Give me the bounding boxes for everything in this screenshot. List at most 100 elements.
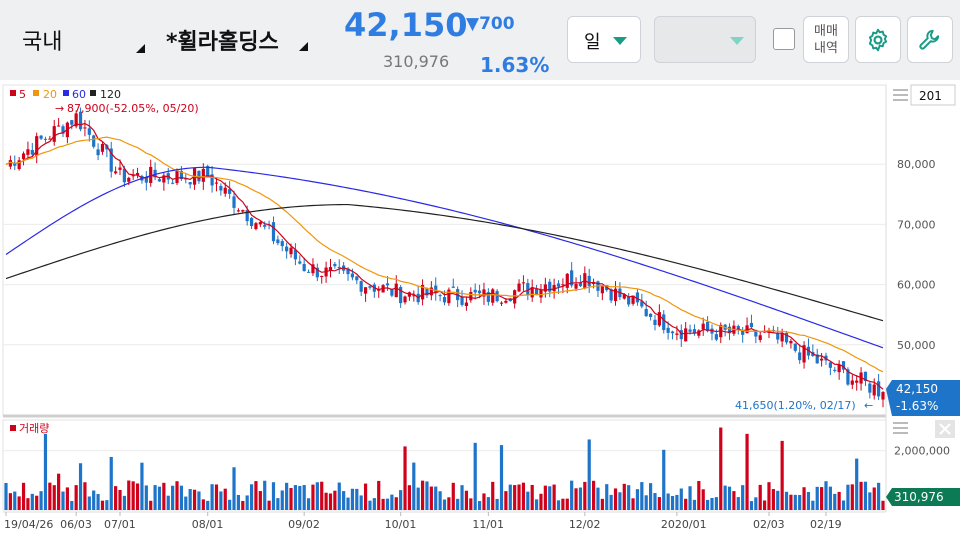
volume-bar xyxy=(508,484,512,510)
volume-bar xyxy=(846,484,850,510)
trade-history-label-1: 매매 xyxy=(814,24,838,39)
x-tick-label: 07/01 xyxy=(104,518,136,531)
volume-bar xyxy=(78,463,83,510)
candle-body xyxy=(293,249,298,260)
settings-button[interactable] xyxy=(855,16,901,63)
volume-bar xyxy=(416,487,420,510)
candle-body xyxy=(157,179,162,182)
volume-bar xyxy=(578,487,583,510)
candle-body xyxy=(105,145,109,150)
volume-bar xyxy=(583,481,587,510)
volume-bar xyxy=(776,490,780,510)
stock-chart-svg[interactable]: 19/04/26 06/03 07/01 08/01 09/02 10/01 11/01 12… xyxy=(0,80,960,540)
candle-body xyxy=(219,185,223,191)
stock-dropdown-icon[interactable] xyxy=(299,42,308,51)
volume-bar xyxy=(377,480,381,510)
volume-bar xyxy=(57,473,61,510)
volume-bar xyxy=(394,497,398,510)
chevron-down-icon xyxy=(730,37,744,45)
volume-bar xyxy=(399,490,403,510)
candle-body xyxy=(337,266,341,269)
price-menu-icon[interactable] xyxy=(893,89,908,101)
volume-bar xyxy=(236,494,241,510)
volume-bar xyxy=(613,488,618,510)
candle-body xyxy=(526,283,530,295)
candle-body xyxy=(504,300,508,303)
volume-bar xyxy=(109,456,113,510)
candle-body xyxy=(258,222,262,225)
candle-body xyxy=(482,289,486,297)
volume-bar xyxy=(315,482,319,510)
market-dropdown-icon[interactable] xyxy=(136,44,145,53)
candle-body xyxy=(184,178,188,180)
volume-bar xyxy=(491,481,495,510)
candle-body xyxy=(815,354,819,364)
volume-bar xyxy=(534,499,539,510)
candle-body xyxy=(684,328,688,342)
volume-bar xyxy=(342,491,346,510)
candle-body xyxy=(556,283,561,287)
tools-button[interactable] xyxy=(907,16,953,63)
low-marker: 41,650(1.20%, 02/17) xyxy=(735,399,856,412)
volume-bar xyxy=(201,499,205,510)
volume-menu-icon[interactable] xyxy=(893,422,908,434)
volume-bar xyxy=(35,495,39,510)
candle-body xyxy=(438,295,442,297)
candle-body xyxy=(679,330,683,340)
candle-body xyxy=(855,380,859,383)
volume-bar xyxy=(684,498,688,510)
candle-body xyxy=(118,167,122,170)
volume-bar xyxy=(758,484,762,510)
volume-bar xyxy=(228,499,232,510)
volume-bar xyxy=(192,489,197,510)
candle-body xyxy=(35,136,39,156)
volume-bar xyxy=(635,489,640,510)
legend-60: 60 xyxy=(72,88,86,101)
period-select[interactable]: 일 xyxy=(567,16,641,63)
x-tick-label: 11/01 xyxy=(472,518,504,531)
candle-body xyxy=(644,308,648,317)
indicator-select[interactable] xyxy=(654,16,756,63)
volume-bar xyxy=(657,497,661,510)
volume-panel-title: 거래량 xyxy=(19,422,49,435)
candle-body xyxy=(420,284,425,300)
volume-bar xyxy=(548,486,552,510)
candle-body xyxy=(385,283,390,286)
candle-body xyxy=(61,126,65,134)
volume-bar xyxy=(793,494,797,510)
price-count-box[interactable] xyxy=(910,84,956,106)
volume-bar xyxy=(596,487,600,510)
candle-body xyxy=(627,296,631,305)
legend-5: 5 xyxy=(19,88,26,101)
volume-bar xyxy=(824,481,828,510)
volume-bar xyxy=(688,486,692,510)
candle-body xyxy=(179,170,183,180)
close-icon[interactable] xyxy=(935,420,955,438)
legend-swatch-20 xyxy=(33,90,39,96)
volume-bar xyxy=(798,495,802,510)
trade-history-checkbox[interactable] xyxy=(773,28,795,50)
candle-body xyxy=(495,291,499,302)
volume-bar xyxy=(767,482,771,510)
volume-bar xyxy=(754,497,758,510)
volume-bar xyxy=(74,485,78,510)
candle-body xyxy=(635,292,640,303)
volume-panel-frame xyxy=(2,419,887,511)
volume-bar xyxy=(8,493,12,510)
stock-name-selector[interactable]: *휠라홀딩스 xyxy=(166,30,279,55)
candle-body xyxy=(153,169,157,178)
volume-bar xyxy=(486,497,490,510)
candle-body xyxy=(539,289,543,298)
chart-area[interactable]: 19/04/26 06/03 07/01 08/01 09/02 10/01 11/01 12… xyxy=(0,80,960,540)
y-tick-label: 70,000 xyxy=(897,218,936,231)
candle-body xyxy=(315,267,319,278)
candle-body xyxy=(311,264,315,274)
volume-bar xyxy=(451,482,455,510)
trade-history-button[interactable]: 매매 내역 xyxy=(803,16,849,63)
price-change: ▼700 xyxy=(466,14,515,34)
market-selector[interactable]: 국내 xyxy=(22,30,63,55)
candle-body xyxy=(289,247,293,255)
candle-body xyxy=(206,166,210,177)
candle-body xyxy=(92,135,96,147)
candle-body xyxy=(236,210,241,212)
